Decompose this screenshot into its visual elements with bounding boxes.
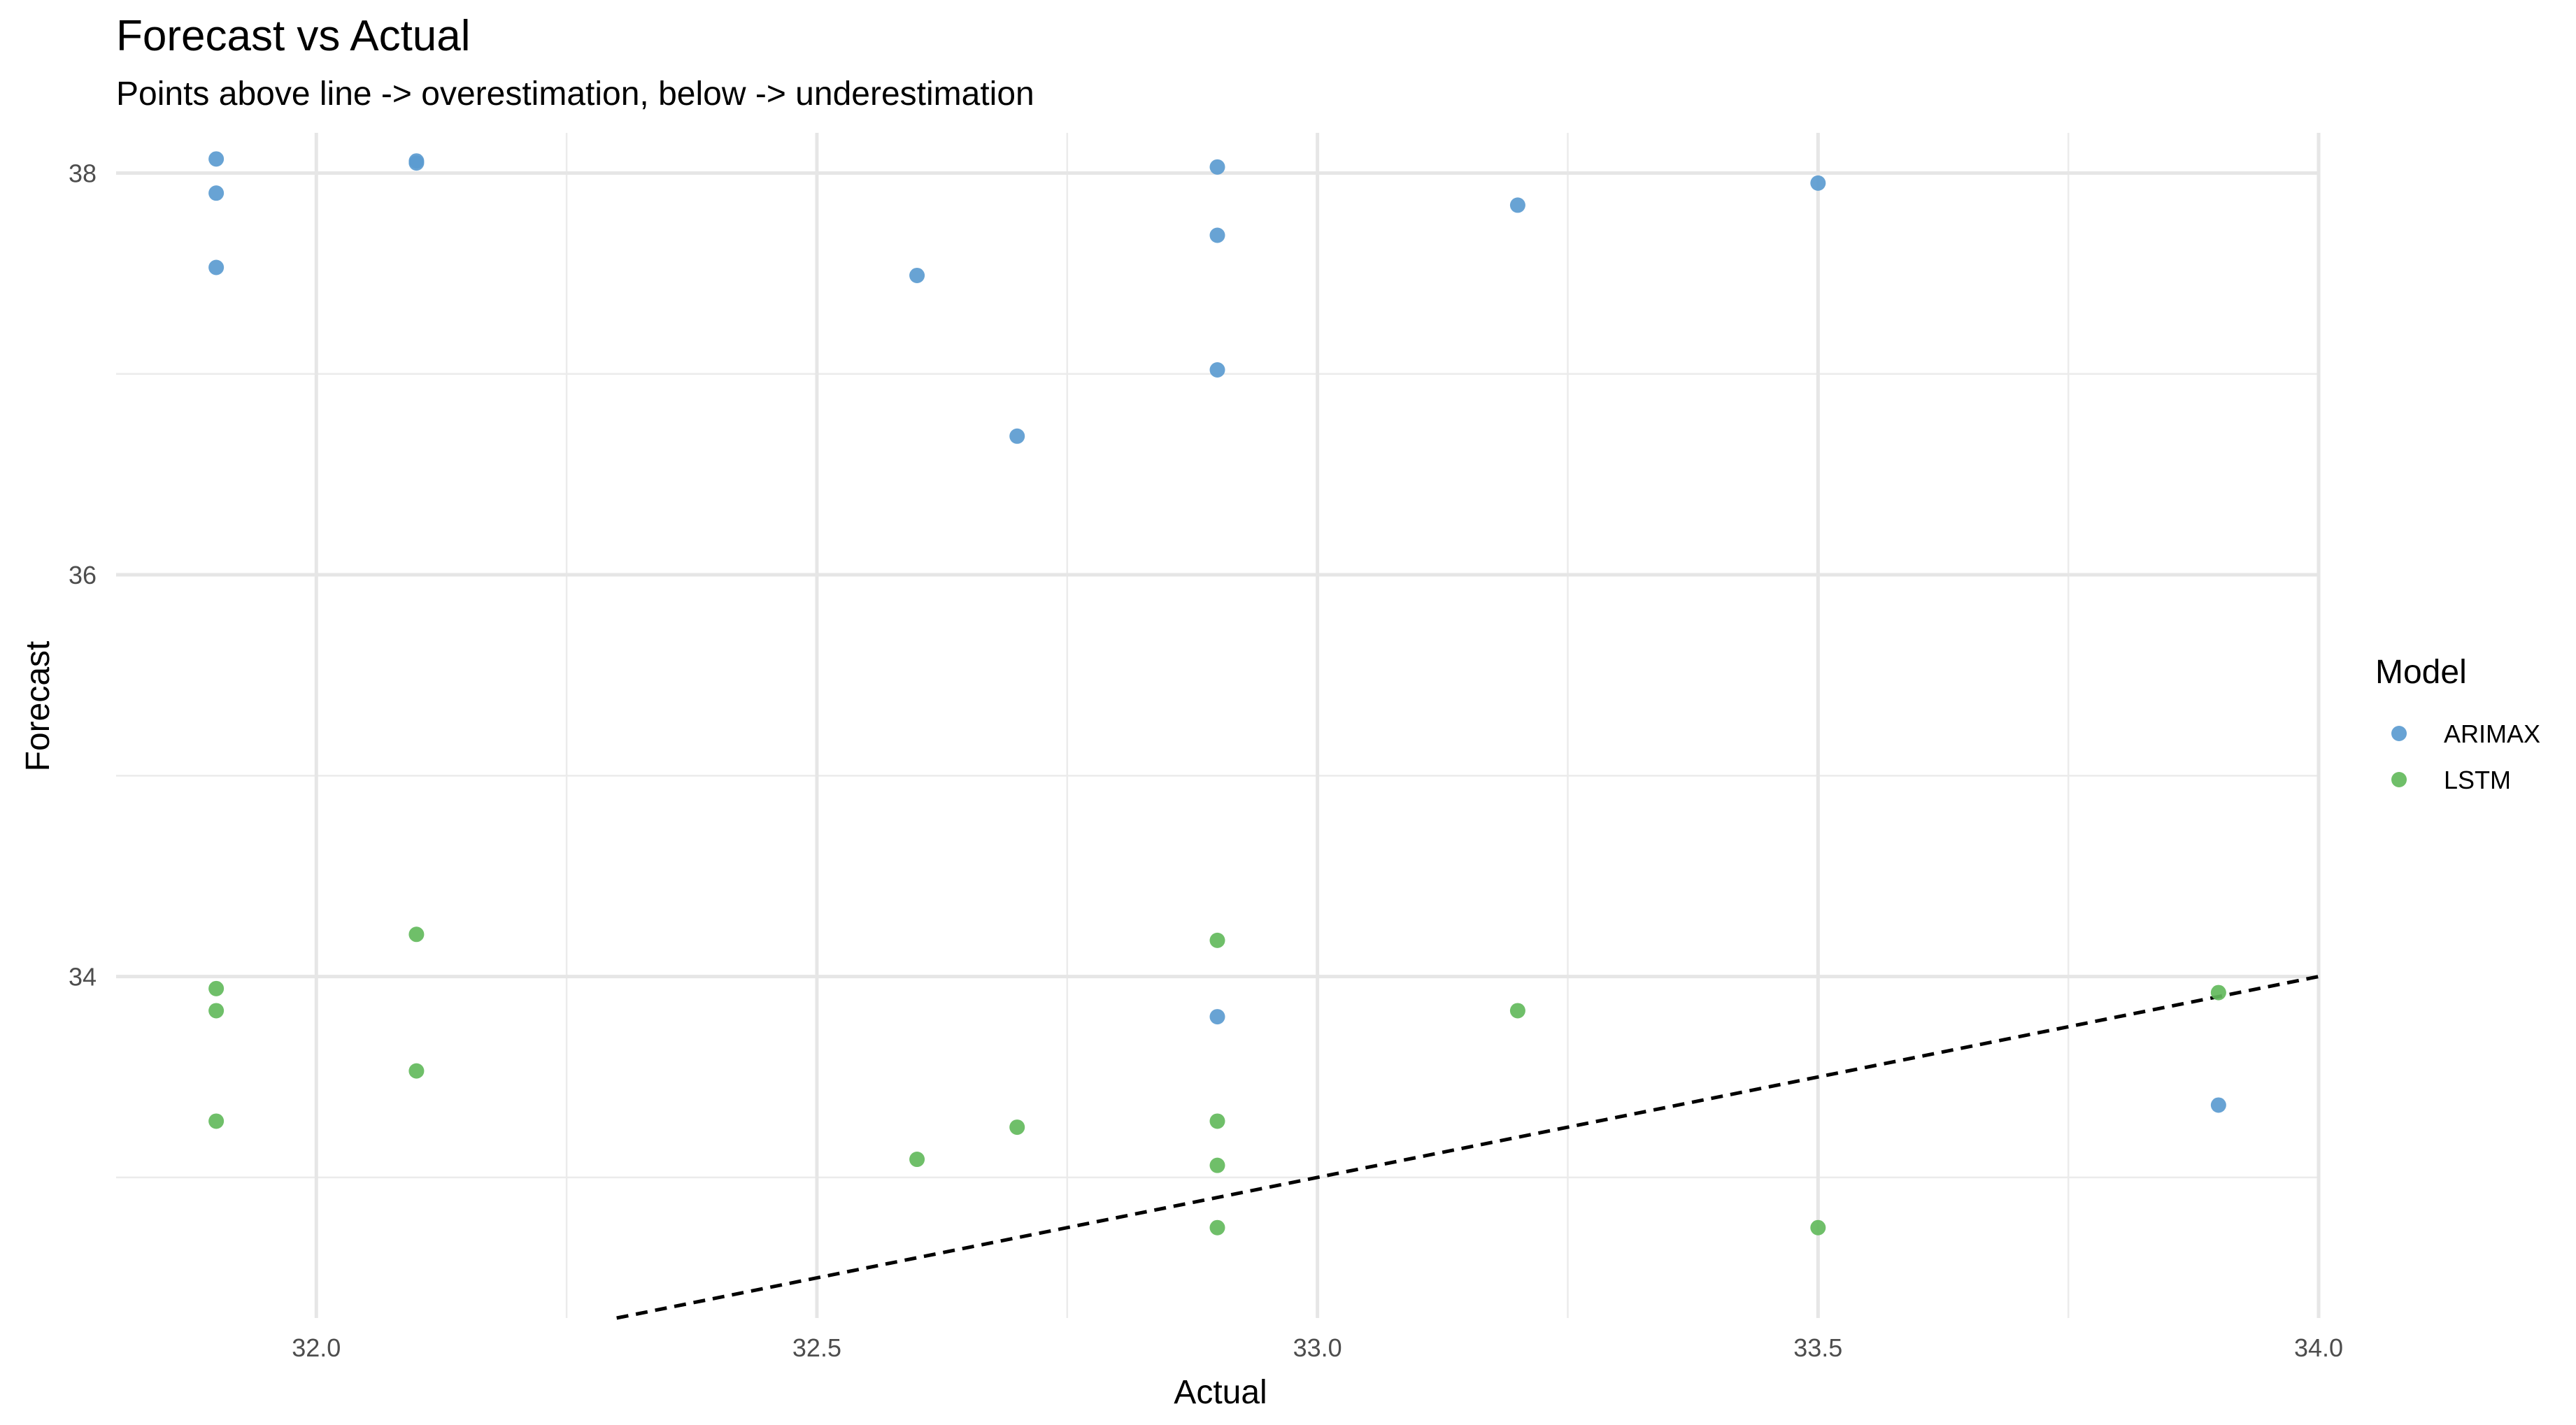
point-arimax <box>1209 227 1225 243</box>
point-arimax <box>208 185 225 201</box>
minor-gridlines <box>116 133 2319 1318</box>
point-arimax <box>1209 1009 1225 1025</box>
legend: Model ARIMAX LSTM <box>2375 654 2540 794</box>
point-arimax <box>1509 197 1525 213</box>
point-lstm <box>1209 1157 1225 1173</box>
chart-subtitle: Points above line -> overestimation, bel… <box>116 76 1034 113</box>
major-gridlines <box>116 133 2321 1318</box>
point-lstm <box>1009 1119 1025 1136</box>
legend-title: Model <box>2375 654 2467 691</box>
point-arimax <box>208 151 225 167</box>
point-arimax <box>909 267 925 283</box>
chart-title: Forecast vs Actual <box>116 12 471 60</box>
point-lstm <box>1509 1003 1525 1019</box>
point-arimax <box>1209 159 1225 175</box>
point-arimax <box>1209 362 1225 378</box>
legend-label-lstm: LSTM <box>2444 766 2511 794</box>
point-lstm <box>1209 1219 1225 1236</box>
y-axis-tick-labels: 34 36 38 <box>69 159 97 991</box>
x-tick-label: 34.0 <box>2294 1333 2343 1362</box>
x-tick-label: 32.0 <box>292 1333 341 1362</box>
point-lstm <box>2210 984 2226 1001</box>
x-axis-tick-labels: 32.0 32.5 33.0 33.5 34.0 <box>292 1333 2343 1362</box>
point-arimax <box>1810 175 1826 191</box>
point-arimax <box>2210 1097 2226 1113</box>
point-lstm <box>208 980 225 996</box>
point-lstm <box>208 1113 225 1129</box>
x-tick-label: 32.5 <box>792 1333 841 1362</box>
point-arimax <box>1009 428 1025 444</box>
point-lstm <box>1209 932 1225 948</box>
y-tick-label: 38 <box>69 159 97 187</box>
legend-key-arimax <box>2391 726 2407 741</box>
x-axis-title: Actual <box>1174 1374 1267 1411</box>
y-axis-title: Forecast <box>20 641 57 772</box>
data-points <box>208 151 2226 1236</box>
x-tick-label: 33.5 <box>1793 1333 1842 1362</box>
legend-label-arimax: ARIMAX <box>2444 719 2540 748</box>
point-lstm <box>1810 1219 1826 1236</box>
point-lstm <box>408 926 425 943</box>
point-lstm <box>1209 1113 1225 1129</box>
point-arimax <box>208 259 225 275</box>
y-tick-label: 34 <box>69 963 97 991</box>
point-lstm <box>208 1003 225 1019</box>
y-tick-label: 36 <box>69 561 97 589</box>
point-arimax <box>408 155 425 171</box>
point-lstm <box>909 1152 925 1168</box>
point-lstm <box>408 1063 425 1079</box>
legend-key-lstm <box>2391 772 2407 787</box>
x-tick-label: 33.0 <box>1293 1333 1342 1362</box>
identity-reference-line <box>616 975 2319 1320</box>
